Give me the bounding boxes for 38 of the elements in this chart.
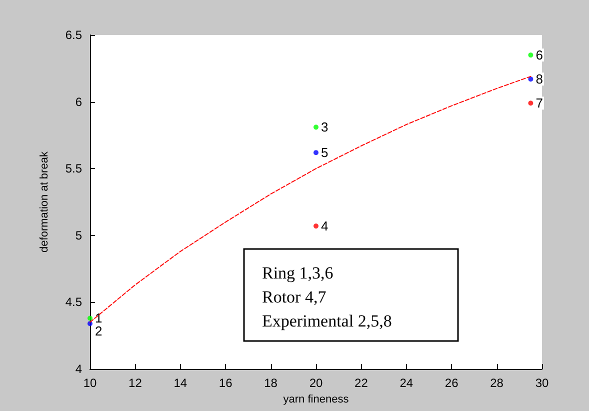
x-tick-label: 24 [400, 376, 414, 390]
x-tick-label: 10 [83, 376, 97, 390]
y-tick-label: 5.5 [65, 162, 82, 176]
x-tick-label: 26 [444, 376, 459, 390]
y-tick-label: 4.5 [65, 295, 82, 310]
x-tick-label: 14 [174, 376, 188, 390]
annotation: 3 [321, 120, 328, 135]
annotation: 2 [95, 324, 102, 339]
x-tick-label: 20 [309, 376, 323, 390]
annotation: Rotor 4,7 [262, 288, 327, 306]
point [528, 76, 534, 82]
x-axis-title: yarn fineness [283, 393, 350, 406]
point [314, 224, 318, 229]
annotation: 1 [95, 310, 102, 326]
point [314, 150, 318, 156]
x-tick-label: 22 [354, 376, 368, 390]
annotation: 8 [536, 72, 543, 87]
x-tick-label: 12 [128, 376, 142, 390]
x-tick-label: 16 [218, 376, 233, 390]
y-axis-title: deformation at break [38, 151, 50, 252]
annotation: 5 [321, 145, 328, 160]
annotation: 4 [321, 218, 328, 234]
annotation: Ring 1,3,6 [262, 264, 334, 282]
y-tick-label: 4 [75, 362, 82, 376]
x-tick-label: 18 [264, 376, 278, 390]
point [88, 321, 92, 326]
point [88, 316, 92, 321]
point [528, 100, 534, 106]
annotation: 6 [536, 48, 543, 63]
y-tick-label: 5 [75, 228, 82, 242]
annotation: 7 [536, 96, 543, 111]
annotation: Experimental 2,5,8 [262, 312, 392, 330]
y-tick-label: 6 [75, 94, 82, 109]
point [314, 124, 318, 130]
x-tick-label: 28 [490, 376, 504, 390]
x-tick-label: 30 [535, 376, 549, 390]
y-tick-label: 6.5 [65, 28, 82, 42]
point [528, 52, 534, 58]
